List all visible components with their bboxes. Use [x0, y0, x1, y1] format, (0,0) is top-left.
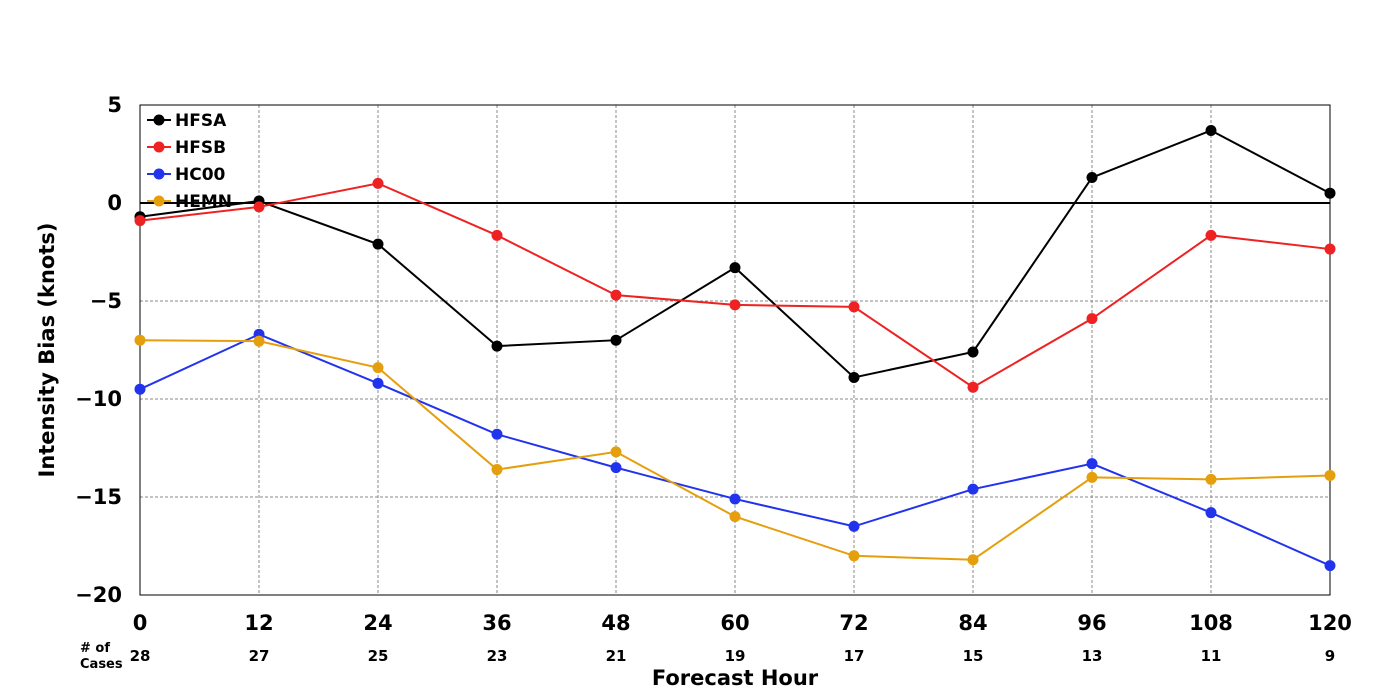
legend-label: HFSA [175, 111, 227, 131]
case-counts: 28 27 25 23 21 19 17 15 13 11 9 [130, 647, 1336, 665]
data-point-hemn [848, 550, 860, 562]
plot-frame [139, 104, 1331, 596]
data-point-hfsa [1086, 172, 1098, 184]
legend-label: HEMN [175, 192, 232, 212]
data-point-hc00 [491, 428, 503, 440]
legend-swatch-marker [153, 195, 165, 207]
data-point-hfsa [491, 340, 503, 352]
legend-item-hc00: HC00 [147, 165, 226, 185]
data-point-hfsb [1324, 243, 1336, 255]
data-point-hfsa [729, 262, 741, 274]
legend-swatch-marker [153, 141, 165, 153]
legend-label: HC00 [175, 165, 226, 185]
data-point-hfsa [848, 371, 860, 383]
data-point-hfsb [610, 289, 622, 301]
data-point-hfsb [1086, 313, 1098, 325]
data-point-hemn [372, 362, 384, 374]
y-axis-label: Intensity Bias (knots) [35, 223, 59, 478]
legend-label: HFSB [175, 138, 226, 158]
data-point-hfsa [1324, 187, 1336, 199]
x-tick-label: 48 [601, 611, 630, 635]
case-count: 15 [963, 647, 984, 665]
data-point-hfsb [253, 201, 265, 213]
series-hfsa [134, 124, 1336, 383]
data-point-hc00 [372, 377, 384, 389]
data-point-hc00 [848, 520, 860, 532]
x-tick-label: 60 [720, 611, 749, 635]
case-count: 11 [1201, 647, 1222, 665]
legend-item-hemn: HEMN [147, 192, 232, 212]
data-point-hfsa [610, 334, 622, 346]
case-count: 9 [1325, 647, 1335, 665]
data-point-hfsb [729, 299, 741, 311]
case-count: 21 [606, 647, 627, 665]
y-tick-label: 5 [107, 93, 122, 117]
data-point-hfsb [372, 177, 384, 189]
x-tick-label: 96 [1077, 611, 1106, 635]
x-tick-labels: 0 12 24 36 48 60 72 84 96 108 120 [133, 611, 1352, 635]
data-point-hc00 [729, 493, 741, 505]
data-point-hc00 [1205, 507, 1217, 519]
case-count: 17 [844, 647, 865, 665]
legend-swatch-marker [153, 114, 165, 126]
data-point-hemn [610, 446, 622, 458]
y-tick-labels: 5 0 −5 −10 −15 −20 [75, 93, 122, 607]
case-count: 27 [249, 647, 270, 665]
case-count: 23 [487, 647, 508, 665]
data-point-hemn [1205, 473, 1217, 485]
data-point-hc00 [1086, 458, 1098, 470]
data-point-hfsb [1205, 229, 1217, 241]
legend-item-hfsb: HFSB [147, 138, 226, 158]
cases-label: # of Cases [80, 641, 123, 672]
data-point-hfsb [491, 229, 503, 241]
x-tick-label: 108 [1189, 611, 1233, 635]
x-tick-label: 0 [133, 611, 148, 635]
data-point-hc00 [967, 483, 979, 495]
case-count: 19 [725, 647, 746, 665]
series-hemn [134, 334, 1336, 566]
legend-swatch-marker [153, 168, 165, 180]
data-point-hc00 [134, 383, 146, 395]
case-count: 28 [130, 647, 151, 665]
x-tick-label: 12 [244, 611, 273, 635]
data-point-hemn [967, 554, 979, 566]
data-point-hc00 [610, 462, 622, 474]
x-tick-label: 36 [482, 611, 511, 635]
y-tick-label: −5 [90, 289, 122, 313]
data-point-hemn [134, 334, 146, 346]
x-tick-label: 24 [363, 611, 392, 635]
case-count: 25 [368, 647, 389, 665]
case-count: 13 [1082, 647, 1103, 665]
data-point-hfsb [134, 215, 146, 227]
data-point-hemn [1324, 469, 1336, 481]
data-point-hemn [491, 464, 503, 476]
y-tick-label: −15 [75, 485, 122, 509]
legend: HFSA HFSB HC00 HEMN [147, 111, 232, 212]
data-point-hfsa [967, 346, 979, 358]
data-point-hfsa [372, 238, 384, 250]
data-point-hemn [729, 511, 741, 523]
data-point-hfsb [967, 381, 979, 393]
x-tick-label: 84 [958, 611, 987, 635]
y-tick-label: −10 [75, 387, 122, 411]
data-point-hfsb [848, 301, 860, 313]
data-point-hfsa [1205, 124, 1217, 136]
y-tick-label: 0 [107, 191, 122, 215]
series-hfsb [134, 177, 1336, 393]
y-tick-label: −20 [75, 583, 122, 607]
x-tick-label: 72 [839, 611, 868, 635]
x-tick-label: 120 [1308, 611, 1352, 635]
data-point-hc00 [1324, 560, 1336, 572]
x-axis-label: Forecast Hour [652, 666, 819, 690]
legend-item-hfsa: HFSA [147, 111, 227, 131]
series-layer [134, 124, 1336, 572]
data-point-hemn [253, 335, 265, 347]
data-point-hemn [1086, 471, 1098, 483]
